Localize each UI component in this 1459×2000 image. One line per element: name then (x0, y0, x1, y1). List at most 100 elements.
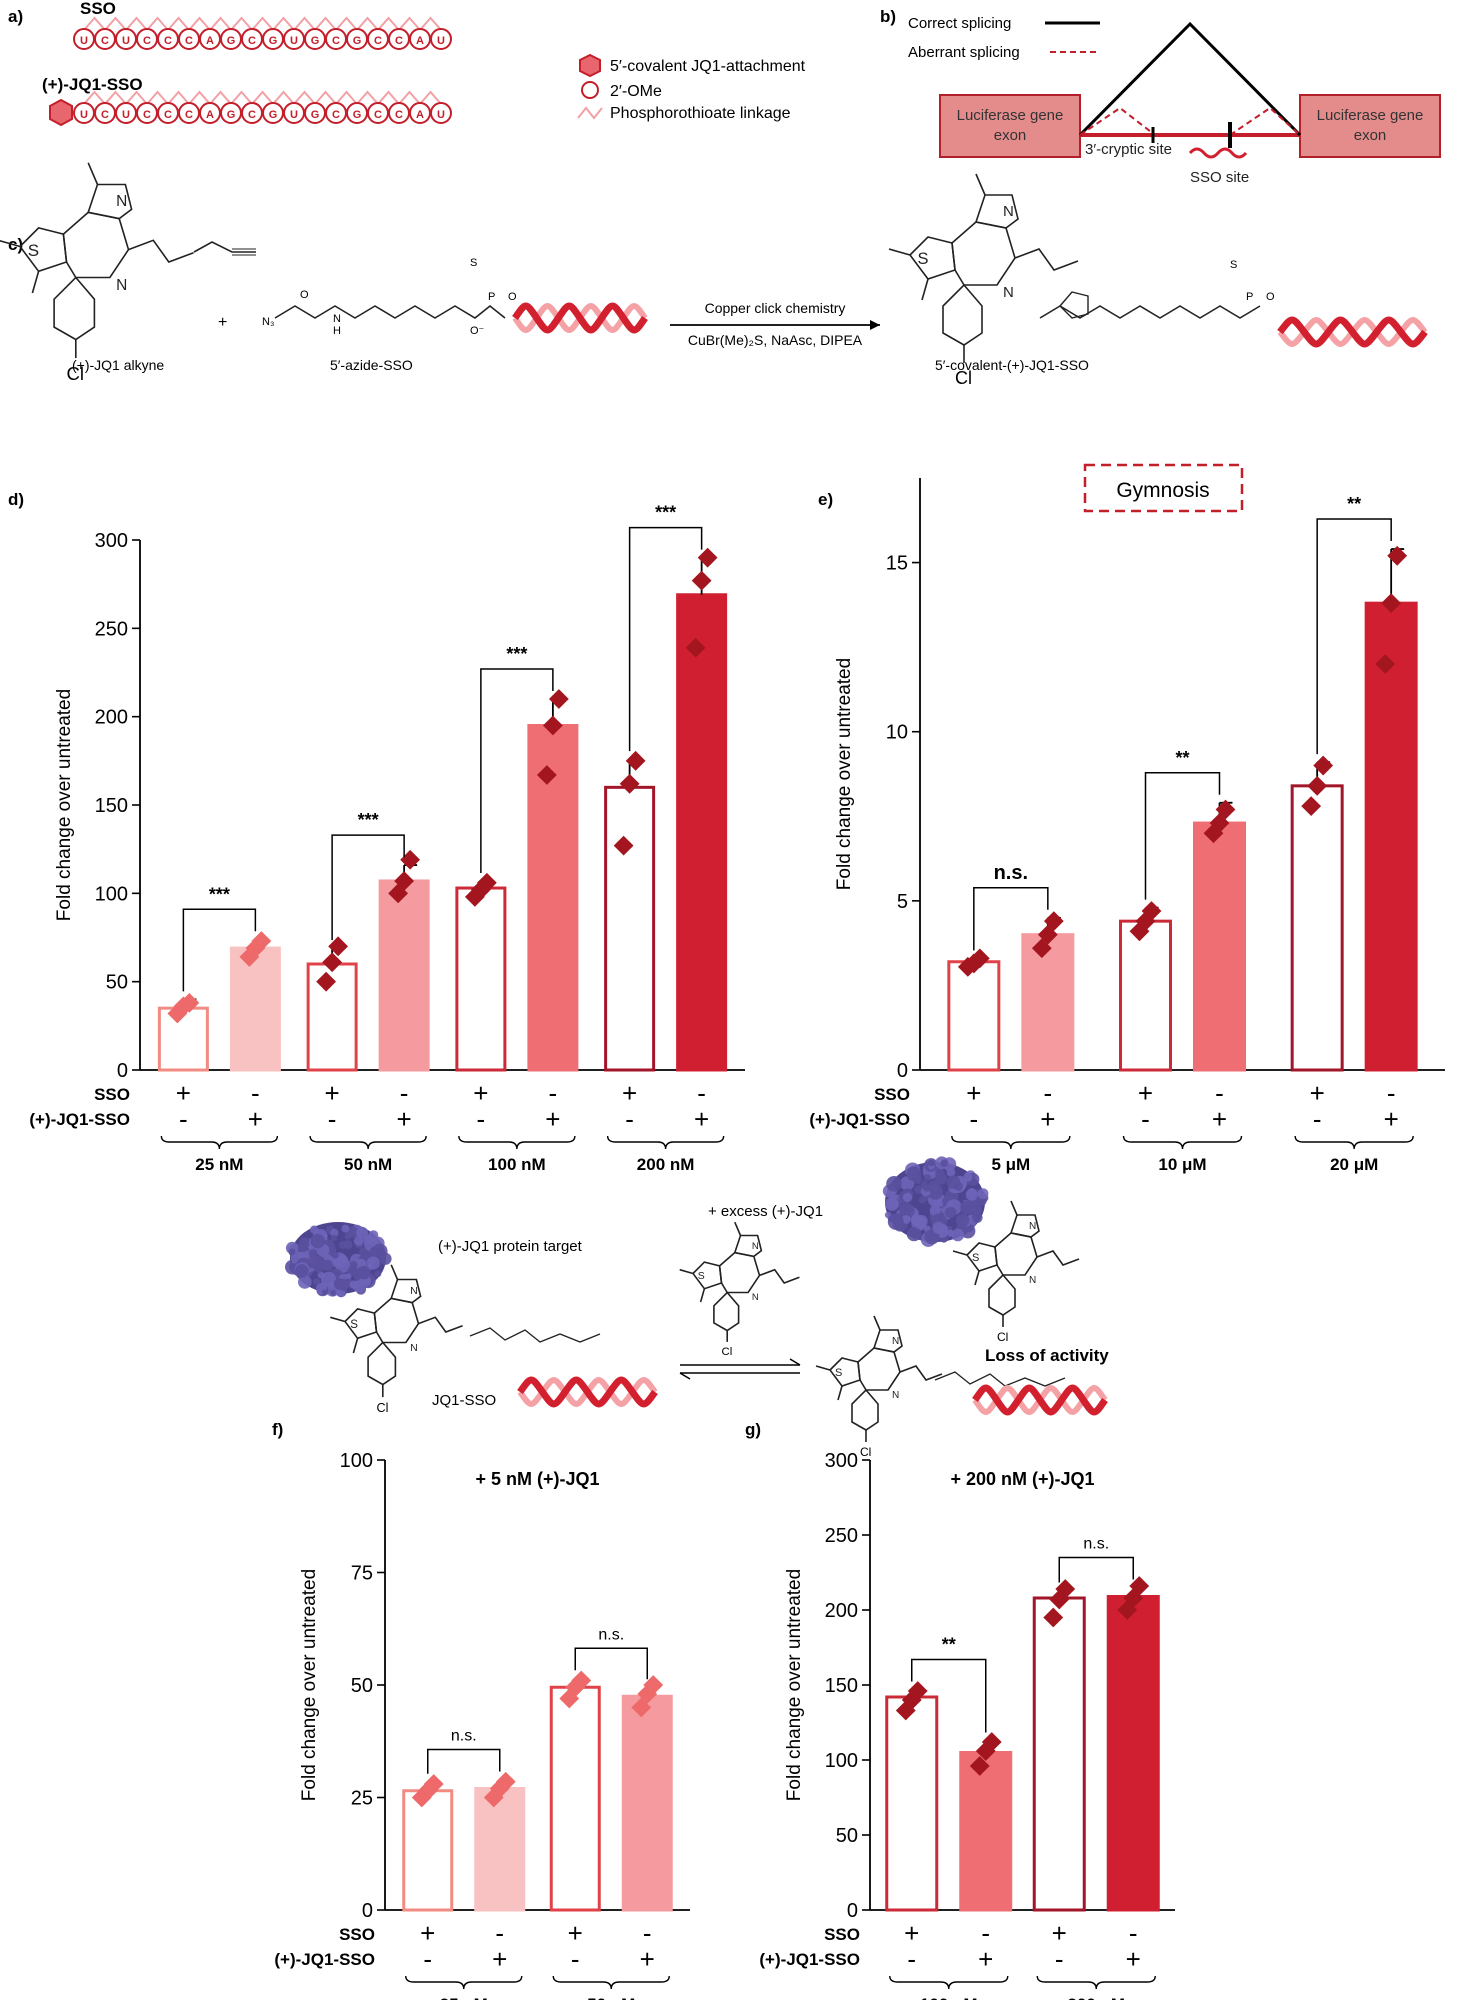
data-point (542, 715, 563, 736)
panel-label-f: f) (272, 1420, 283, 1439)
protein-atom (940, 1159, 949, 1167)
y-tick-label: 0 (897, 1060, 908, 1082)
sulfur-atom: S (350, 1319, 358, 1331)
data-point (1129, 1576, 1150, 1596)
y-tick-label: 0 (847, 1900, 858, 1922)
nucleotide-base: C (395, 35, 403, 47)
significance-bracket (911, 1658, 987, 1733)
data-point (643, 1675, 664, 1695)
product-label: 5′-covalent-(+)-JQ1-SSO (935, 357, 1089, 373)
significance-label: *** (358, 810, 379, 830)
y-tick-label: 75 (351, 1563, 373, 1585)
row-label-sso: SSO (94, 1085, 130, 1104)
triazole-ring (872, 1329, 903, 1353)
protein-atom (343, 1240, 353, 1250)
diazepine-ring (951, 221, 1016, 286)
protein-atom (298, 1275, 312, 1289)
panel-label-b: b) (880, 7, 896, 26)
protein-atom (352, 1280, 365, 1292)
nucleotide-base: G (311, 109, 320, 121)
y-tick-label: 5 (897, 891, 908, 913)
sulfur-atom: S (698, 1271, 705, 1282)
protein-atom (928, 1159, 935, 1167)
svg-text:O: O (1266, 291, 1275, 303)
data-point (400, 849, 421, 870)
significance-label: *** (506, 644, 527, 664)
arrow-label-top: Copper click chemistry (705, 300, 846, 316)
jq1-sign: - (907, 1944, 916, 1974)
protein-atom (887, 1213, 904, 1230)
excess-jq1-label: + excess (+)-JQ1 (708, 1203, 823, 1220)
zigzag-legend-icon (577, 106, 603, 120)
y-axis-label: Fold change over untreated (834, 658, 855, 890)
y-axis-label: Fold change over untreated (54, 689, 75, 921)
svg-text:P: P (488, 291, 495, 303)
sso-sign: + (420, 1918, 435, 1948)
chart-d: 0 50 100 150 200 250 300 Fold change over untre… (29, 503, 745, 1174)
nucleotide-base: C (143, 109, 151, 121)
data-point (625, 750, 646, 771)
jq1-sign: - (625, 1104, 634, 1134)
nitrogen-atom: N (410, 1285, 418, 1297)
significance-bracket (1058, 1556, 1134, 1583)
protein-atom (902, 1192, 913, 1203)
triazole-ring (87, 183, 133, 220)
diazepine-ring (994, 1232, 1038, 1276)
sso-sign: + (1310, 1078, 1325, 1108)
nucleotide-base: A (416, 109, 424, 121)
legend-2ome: 2′-OMe (610, 83, 662, 100)
jq1-sign: + (1126, 1944, 1141, 1974)
nitrogen-atom: N (116, 277, 127, 294)
diazepine-ring (62, 211, 130, 279)
bar (947, 960, 1001, 1072)
sso-sign: - (549, 1078, 558, 1108)
chlorine-atom: Cl (67, 363, 85, 384)
bar (157, 1006, 209, 1072)
protein-atom (334, 1254, 349, 1268)
nucleotide-circle (430, 28, 452, 50)
chlorophenyl-ring (53, 276, 96, 341)
loss-of-activity-label: Loss of activity (985, 1346, 1109, 1365)
protein-atom (965, 1188, 978, 1201)
y-tick-label: 25 (351, 1788, 373, 1810)
chlorophenyl-ring (851, 1388, 879, 1431)
group-brace (951, 1135, 1071, 1150)
side-chain (759, 1268, 800, 1284)
protein-atom (960, 1200, 975, 1215)
nucleotide-base: G (227, 35, 236, 47)
significance-label: *** (209, 884, 230, 904)
gymnosis-box (1083, 463, 1244, 513)
legend-jq1-attachment: 5′-covalent JQ1-attachment (610, 58, 806, 75)
data-point (1055, 1579, 1076, 1599)
free-jq1-structure: Cl S N N (679, 1221, 800, 1358)
protein-atom (330, 1228, 339, 1237)
protein-atom (330, 1234, 337, 1241)
svg-text:N: N (333, 313, 341, 325)
nitrogen-atom: N (752, 1292, 759, 1303)
phosphorothioate-zigzag (83, 16, 442, 32)
jq1-sign: - (571, 1944, 580, 1974)
linker-chain (469, 1327, 601, 1343)
molecule-skeleton: Cl S N N (888, 173, 1079, 388)
jq1-sso-label: JQ1-SSO (432, 1392, 496, 1409)
group-label: 25 nM (195, 1155, 243, 1174)
bar (229, 946, 281, 1072)
y-axis-label: Fold change over untreated (299, 1569, 320, 1801)
data-point (476, 872, 497, 893)
svg-text:O: O (508, 291, 517, 303)
nucleotide-base: U (122, 109, 130, 121)
protein-atom (333, 1279, 341, 1287)
triazole-ring (974, 194, 1019, 229)
sso-sign: + (904, 1918, 919, 1948)
diazepine-ring (718, 1251, 761, 1294)
sso-sign: - (251, 1078, 260, 1108)
sso-sign: + (473, 1078, 488, 1108)
protein-atom (951, 1228, 965, 1242)
bar (527, 724, 579, 1072)
data-point (1387, 545, 1408, 566)
group-label: 100 nM (920, 1995, 978, 2000)
bar (885, 1695, 939, 1912)
protein-right (882, 1156, 989, 1247)
data-point (536, 765, 557, 785)
y-tick-label: 150 (95, 795, 128, 817)
